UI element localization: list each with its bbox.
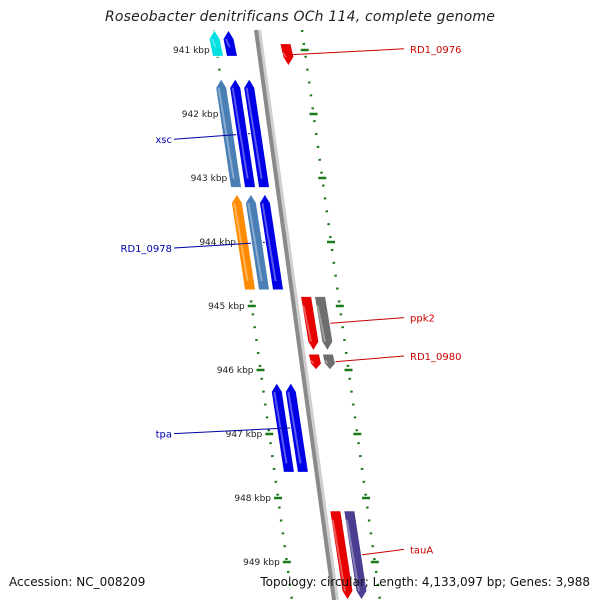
gene-label: RD1_0978 — [121, 244, 172, 255]
gene-arrow — [244, 193, 271, 291]
gene-label: tpa — [156, 430, 172, 441]
gene-arrow-highlight — [302, 305, 312, 342]
gene-label-leader — [289, 48, 405, 56]
gene-arrow — [307, 353, 323, 371]
gene-label: ppk2 — [410, 314, 435, 325]
backbone-line — [254, 29, 336, 601]
gene-arrow — [270, 381, 296, 473]
gene-arrow — [215, 77, 243, 189]
gene-arrow-highlight — [273, 391, 288, 464]
gene-label: tauA — [410, 545, 433, 556]
gene-arrow — [243, 77, 271, 189]
gene-arrow — [230, 193, 257, 291]
gene-label: RD1_0976 — [410, 45, 461, 56]
page-title: Roseobacter denitrificans OCh 114, compl… — [104, 9, 496, 25]
gene-arrow-highlight — [211, 39, 217, 48]
scale-tick-label: 941 kbp — [173, 46, 210, 56]
gene-label-leader — [326, 317, 405, 325]
scale-tick-label: 944 kbp — [199, 238, 236, 248]
scale-track-left — [212, 29, 294, 601]
accession-text: Accession: NC_008209 — [9, 575, 146, 589]
scale-tick-label: 949 kbp — [243, 558, 280, 568]
scale-tick-label: 948 kbp — [234, 494, 271, 504]
gene-label-leader — [357, 548, 405, 556]
scale-tick-label: 942 kbp — [182, 110, 219, 120]
gene-arrow-highlight — [287, 391, 302, 464]
gene-arrow-highlight — [231, 87, 249, 179]
scale-tick-label: 943 kbp — [191, 174, 228, 184]
gene-arrow — [279, 43, 295, 67]
gene-label: xsc — [155, 135, 172, 146]
gene-arrow — [229, 77, 257, 189]
gene-arrow — [343, 510, 368, 601]
gene-arrow — [329, 510, 354, 601]
gene-arrow-highlight — [245, 87, 263, 179]
gene-label-leader — [331, 355, 405, 363]
gene-arrow — [313, 295, 334, 352]
gene-arrow-highlight — [345, 519, 360, 591]
gene-arrow-highlight — [261, 203, 277, 281]
scale-tick-label: 947 kbp — [226, 430, 263, 440]
scale-tick-label: 946 kbp — [217, 366, 254, 376]
gene-arrow-highlight — [310, 360, 315, 364]
gene-arrow — [222, 29, 239, 57]
gene-arrow-highlight — [233, 203, 249, 281]
gene-label: RD1_0980 — [410, 352, 461, 363]
gene-arrow-highlight — [316, 305, 326, 342]
gene-arrow — [208, 29, 225, 57]
gene-arrow — [258, 193, 285, 291]
gene-arrow-highlight — [324, 360, 329, 364]
gene-arrow — [284, 381, 310, 473]
gene-arrow-highlight — [225, 39, 231, 48]
gene-arrow — [299, 295, 320, 352]
gene-arrow-highlight — [331, 519, 346, 591]
gene-arrow-highlight — [281, 52, 287, 57]
gene-arrow-highlight — [217, 87, 235, 179]
gene-arrow-highlight — [247, 203, 263, 281]
gene-label-leader — [173, 427, 297, 435]
scale-track-right — [300, 29, 382, 601]
gene-arrow — [321, 353, 337, 371]
scale-tick-label: 945 kbp — [208, 302, 245, 312]
genome-summary-text: Topology: circular; Length: 4,133,097 bp… — [260, 575, 590, 589]
